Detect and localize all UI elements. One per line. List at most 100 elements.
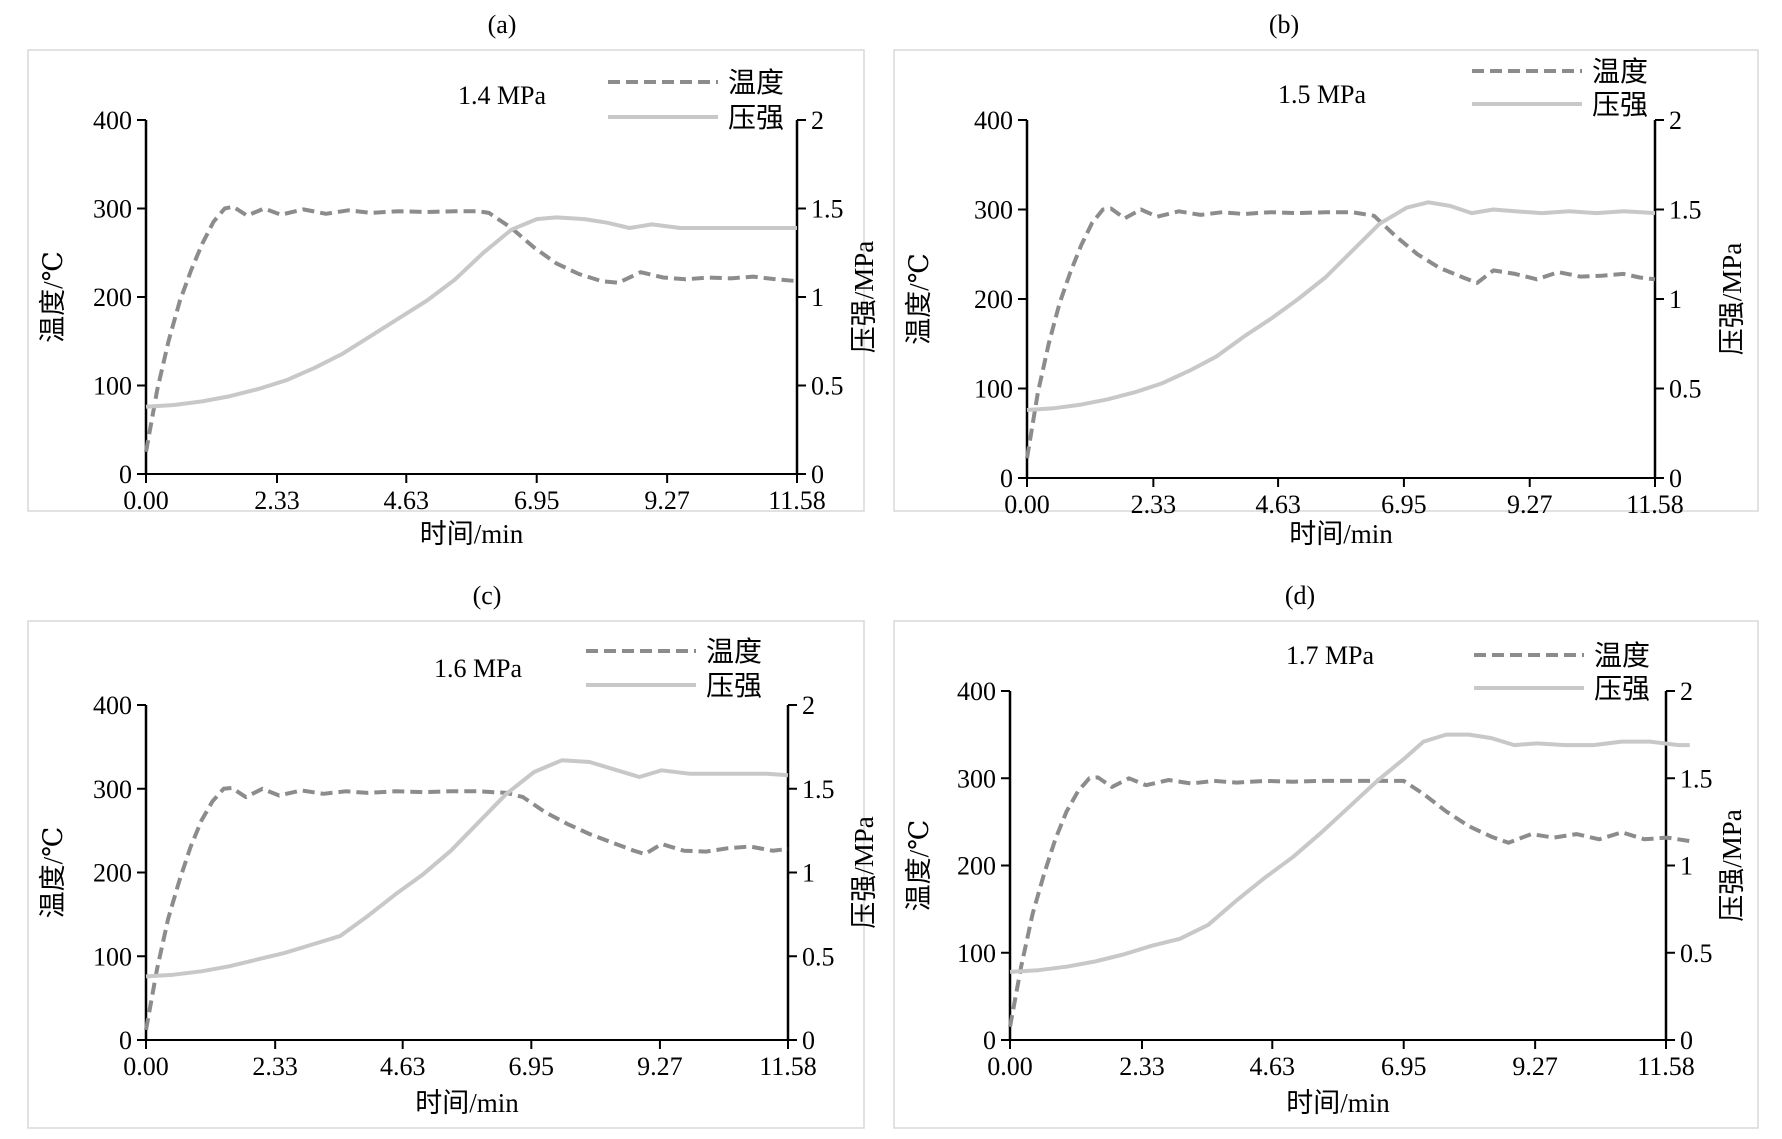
pressure-annotation: 1.6 MPa: [434, 654, 523, 683]
x-axis-title: 时间/min: [1286, 1088, 1390, 1118]
legend-temperature-label: 温度: [728, 67, 784, 99]
x-tick-label: 11.58: [1637, 1052, 1695, 1081]
x-tick-label: 11.58: [759, 1052, 817, 1081]
right-y-tick-label: 1.5: [802, 775, 835, 804]
panel-frame: [27, 49, 865, 512]
right-y-tick-label: 1.5: [811, 195, 844, 224]
left-y-axis-title: 温度/℃: [38, 827, 68, 919]
chart-panel-c: (c) 0 100 200 300 400 0 0.5 1 1.5 2 0.00 2.33 4.63 6.9…: [27, 581, 879, 1129]
x-tick-label: 6.95: [1381, 490, 1427, 519]
x-tick-label: 4.63: [1255, 490, 1301, 519]
panel-frame: [893, 620, 1759, 1129]
pressure-series-line: [1026, 200, 1656, 412]
x-tick-label: 2.33: [254, 486, 300, 515]
pressure-annotation: 1.7 MPa: [1286, 641, 1375, 670]
right-y-tick-label: 0.5: [1669, 375, 1702, 404]
left-y-tick-label: 0: [119, 1026, 132, 1055]
x-tick-label: 4.63: [380, 1052, 426, 1081]
right-y-tick-label: 1: [802, 859, 815, 888]
x-tick-label: 11.58: [768, 486, 826, 515]
right-y-axis-title: 压强/MPa: [849, 816, 879, 929]
pressure-series-line: [145, 758, 789, 979]
right-y-tick-label: 1.5: [1680, 764, 1713, 793]
left-y-tick-label: 400: [93, 691, 132, 720]
panel-label: (b): [1269, 10, 1299, 39]
chart-panel-b: (b) 0 100 200 300 400 0 0.5 1 1.5 2 0.00 2.33 4.63 6.9…: [893, 10, 1759, 549]
legend-temperature-label: 温度: [1592, 56, 1648, 88]
right-y-tick-label: 2: [802, 691, 815, 720]
temperature-series-line: [1008, 775, 1691, 1028]
x-tick-label: 11.58: [1626, 490, 1684, 519]
temperature-series-line: [144, 785, 789, 1031]
panel-label: (d): [1285, 581, 1315, 610]
right-y-tick-label: 2: [1669, 106, 1682, 135]
left-y-tick-label: 400: [957, 677, 996, 706]
left-y-tick-label: 0: [983, 1026, 996, 1055]
left-y-tick-label: 300: [93, 775, 132, 804]
left-y-tick-label: 100: [93, 942, 132, 971]
temperature-series-line: [1025, 206, 1656, 459]
right-y-tick-label: 1: [811, 283, 824, 312]
x-tick-label: 9.27: [1507, 490, 1553, 519]
left-y-tick-label: 0: [119, 460, 132, 489]
x-tick-label: 4.63: [1250, 1052, 1296, 1081]
left-y-tick-label: 400: [93, 106, 132, 135]
left-y-tick-label: 200: [957, 852, 996, 881]
right-y-tick-label: 1: [1669, 285, 1682, 314]
x-tick-label: 0.00: [1004, 490, 1050, 519]
left-y-tick-label: 0: [1000, 464, 1013, 493]
right-y-tick-label: 2: [1680, 677, 1693, 706]
x-tick-label: 9.27: [637, 1052, 683, 1081]
right-y-tick-label: 0: [1680, 1026, 1693, 1055]
right-y-axis-title: 压强/MPa: [849, 241, 879, 354]
left-y-tick-label: 300: [93, 195, 132, 224]
x-axis-title: 时间/min: [420, 519, 524, 549]
x-tick-label: 6.95: [509, 1052, 555, 1081]
legend-pressure-label: 压强: [706, 671, 762, 702]
x-tick-label: 6.95: [1381, 1052, 1427, 1081]
left-y-tick-label: 100: [974, 375, 1013, 404]
pressure-annotation: 1.5 MPa: [1278, 80, 1367, 109]
right-y-tick-label: 0.5: [1680, 939, 1713, 968]
chart-panel-a: (a) 0 100 200 300 400 0 0.5 1 1.5 2 0.00 2.33 4.63 6.9…: [27, 10, 879, 549]
legend-pressure-label: 压强: [1592, 90, 1648, 121]
left-y-axis-title: 温度/℃: [38, 251, 68, 343]
right-y-tick-label: 0.5: [811, 372, 844, 401]
x-axis-title: 时间/min: [415, 1088, 519, 1118]
right-y-axis-title: 压强/MPa: [1717, 243, 1747, 356]
x-tick-label: 6.95: [514, 486, 560, 515]
temperature-series-line: [144, 204, 798, 453]
x-axis-title: 时间/min: [1289, 519, 1393, 549]
legend-pressure-label: 压强: [1594, 674, 1650, 705]
left-y-tick-label: 300: [974, 196, 1013, 225]
right-y-tick-label: 0: [802, 1026, 815, 1055]
left-y-tick-label: 200: [974, 285, 1013, 314]
x-tick-label: 2.33: [1119, 1052, 1165, 1081]
panel-label: (c): [473, 581, 502, 610]
right-y-tick-label: 0: [1669, 464, 1682, 493]
x-tick-label: 0.00: [987, 1052, 1033, 1081]
x-tick-label: 9.27: [644, 486, 690, 515]
left-y-tick-label: 100: [93, 372, 132, 401]
left-y-tick-label: 200: [93, 859, 132, 888]
left-y-tick-label: 100: [957, 939, 996, 968]
left-y-tick-label: 300: [957, 764, 996, 793]
x-tick-label: 2.33: [1131, 490, 1177, 519]
x-tick-label: 4.63: [384, 486, 430, 515]
right-y-tick-label: 1: [1680, 852, 1693, 881]
legend-temperature-label: 温度: [1594, 640, 1650, 672]
panel-frame: [893, 49, 1759, 512]
chart-panel-d: (d) 0 100 200 300 400 0 0.5 1 1.5 2 0.00 2.33 4.63 6.9…: [893, 581, 1759, 1129]
right-y-tick-label: 0: [811, 460, 824, 489]
panel-frame: [27, 620, 865, 1129]
left-y-tick-label: 400: [974, 106, 1013, 135]
right-y-tick-label: 0.5: [802, 942, 835, 971]
pressure-annotation: 1.4 MPa: [458, 81, 547, 110]
x-tick-label: 9.27: [1512, 1052, 1558, 1081]
x-tick-label: 0.00: [123, 486, 169, 515]
